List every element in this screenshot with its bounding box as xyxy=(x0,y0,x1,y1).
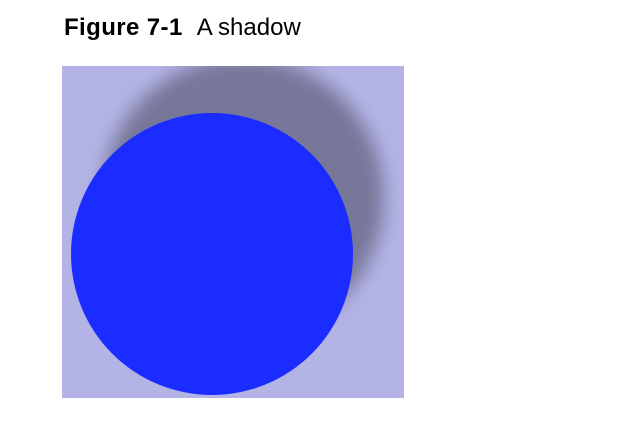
figure-number: Figure 7-1 xyxy=(64,14,183,41)
shadow-figure xyxy=(62,66,404,398)
figure-title: A shadow xyxy=(196,14,301,41)
shadow-illustration xyxy=(62,66,404,398)
blue-circle xyxy=(71,113,353,395)
figure-caption: Figure 7-1 A shadow xyxy=(64,12,301,44)
